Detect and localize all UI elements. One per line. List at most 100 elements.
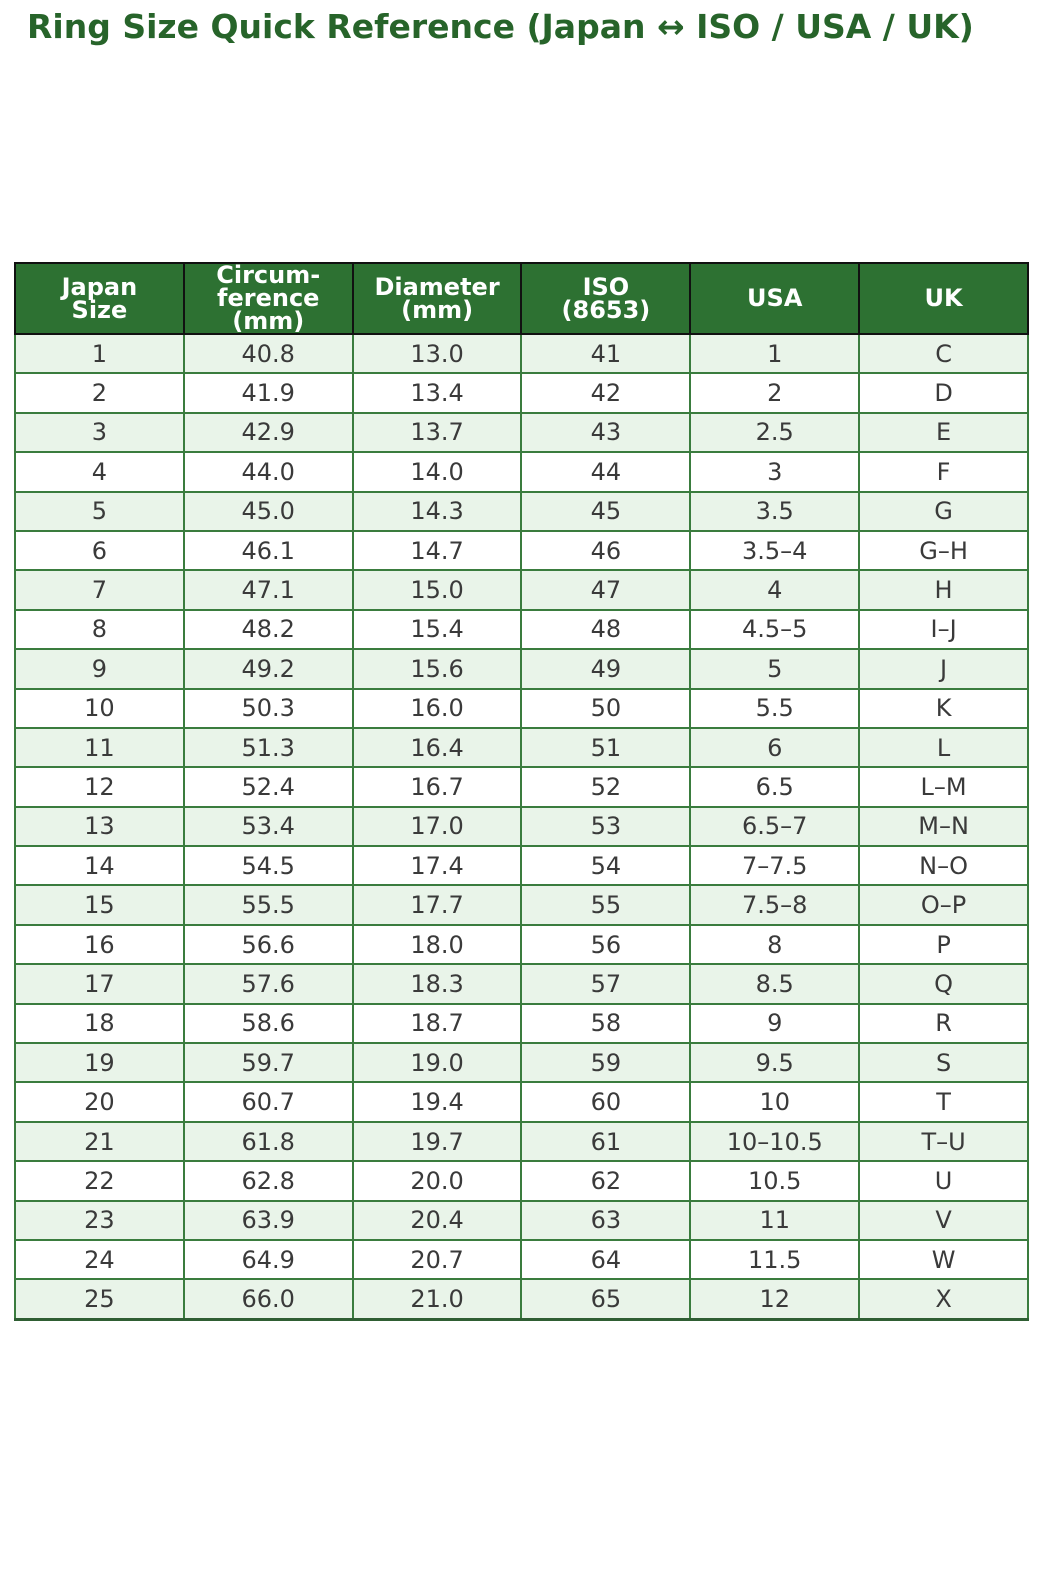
table-cell: 49.2 — [182, 648, 354, 690]
table-cell: 6.5 — [689, 766, 861, 808]
table-cell: 65 — [520, 1278, 692, 1321]
column-header: Circum- ference (mm) — [182, 262, 354, 335]
table-cell: T–U — [858, 1120, 1029, 1163]
table-cell: 6 — [14, 529, 185, 572]
table-cell: 63.9 — [182, 1199, 354, 1241]
table-row: 3 42.9 13.7 43 2.5 E — [14, 411, 1029, 454]
table-cell: E — [858, 411, 1029, 454]
table-cell: 51.3 — [182, 726, 354, 769]
table-cell: 23 — [14, 1199, 185, 1241]
table-cell: 46.1 — [182, 529, 354, 572]
table-row: 7 47.1 15.0 47 4 H — [14, 569, 1029, 611]
ring-size-conversion-table: Japan Size Circum- ference (mm) Diameter (… — [14, 262, 1029, 1321]
table-cell: 11.5 — [689, 1238, 861, 1281]
table-row: 19 59.7 19.0 59 9.5 S — [14, 1042, 1029, 1084]
table-cell: 48 — [520, 608, 692, 651]
table-cell: 8.5 — [689, 963, 861, 1005]
table-cell: 14.0 — [351, 451, 523, 493]
table-cell: 19.0 — [351, 1042, 523, 1084]
table-cell: 1 — [689, 332, 861, 375]
table-row: 17 57.6 18.3 57 8.5 Q — [14, 963, 1029, 1005]
table-cell: 15.6 — [351, 648, 523, 690]
table-cell: 55.5 — [182, 884, 354, 926]
table-row: 20 60.7 19.4 60 10 T — [14, 1081, 1029, 1123]
table-cell: 59 — [520, 1042, 692, 1084]
table-cell: 9.5 — [689, 1042, 861, 1084]
table-cell: 17.4 — [351, 845, 523, 887]
table-cell: 14 — [14, 845, 185, 887]
table-cell: 16 — [14, 923, 185, 966]
table-cell: 25 — [14, 1278, 185, 1321]
table-cell: S — [858, 1042, 1029, 1084]
table-cell: 10 — [689, 1081, 861, 1123]
table-row: 23 63.9 20.4 63 11 V — [14, 1199, 1029, 1241]
table-cell: 7–7.5 — [689, 845, 861, 887]
table-cell: 5 — [689, 648, 861, 690]
table-row: 9 49.2 15.6 49 5 J — [14, 648, 1029, 690]
table-cell: 50 — [520, 687, 692, 729]
table-cell: 13.4 — [351, 372, 523, 414]
table-row: 18 58.6 18.7 58 9 R — [14, 1002, 1029, 1045]
table-cell: 22 — [14, 1160, 185, 1202]
table-cell: 15.4 — [351, 608, 523, 651]
table-cell: 63 — [520, 1199, 692, 1241]
table-cell: I–J — [858, 608, 1029, 651]
table-cell: J — [858, 648, 1029, 690]
column-header: Japan Size — [14, 262, 185, 335]
table-cell: 50.3 — [182, 687, 354, 729]
table-row: 2 41.9 13.4 42 2 D — [14, 372, 1029, 414]
table-cell: L–M — [858, 766, 1029, 808]
table-cell: 20.7 — [351, 1238, 523, 1281]
table-cell: 12 — [14, 766, 185, 808]
table-cell: 15.0 — [351, 569, 523, 611]
table-cell: 61 — [520, 1120, 692, 1163]
table-cell: 52 — [520, 766, 692, 808]
table-cell: Q — [858, 963, 1029, 1005]
table-cell: 42 — [520, 372, 692, 414]
table-cell: 17.7 — [351, 884, 523, 926]
table-cell: 5.5 — [689, 687, 861, 729]
table-cell: 53.4 — [182, 805, 354, 848]
table-cell: 41 — [520, 332, 692, 375]
table-cell: 10–10.5 — [689, 1120, 861, 1163]
table-cell: U — [858, 1160, 1029, 1202]
table-row: 10 50.3 16.0 50 5.5 K — [14, 687, 1029, 729]
table-cell: R — [858, 1002, 1029, 1045]
table-cell: 16.0 — [351, 687, 523, 729]
table-cell: 10 — [14, 687, 185, 729]
table-cell: 14.3 — [351, 490, 523, 532]
table-cell: 19.4 — [351, 1081, 523, 1123]
table-cell: 21 — [14, 1120, 185, 1163]
table-cell: 18.7 — [351, 1002, 523, 1045]
table-cell: 9 — [689, 1002, 861, 1045]
table-row: 22 62.8 20.0 62 10.5 U — [14, 1160, 1029, 1202]
table-cell: 47.1 — [182, 569, 354, 611]
table-cell: 64 — [520, 1238, 692, 1281]
table-cell: 18.0 — [351, 923, 523, 966]
table-cell: 49 — [520, 648, 692, 690]
table-cell: 19.7 — [351, 1120, 523, 1163]
table-cell: 44 — [520, 451, 692, 493]
table-cell: 13 — [14, 805, 185, 848]
table-cell: 14.7 — [351, 529, 523, 572]
table-cell: 62.8 — [182, 1160, 354, 1202]
table-cell: C — [858, 332, 1029, 375]
table-cell: 54 — [520, 845, 692, 887]
table-cell: 3.5–4 — [689, 529, 861, 572]
table-cell: 6 — [689, 726, 861, 769]
table-cell: 20.0 — [351, 1160, 523, 1202]
table-cell: 2 — [14, 372, 185, 414]
page-title: Ring Size Quick Reference (Japan ↔ ISO /… — [27, 7, 974, 46]
table-cell: 51 — [520, 726, 692, 769]
table-cell: 62 — [520, 1160, 692, 1202]
table-cell: 16.7 — [351, 766, 523, 808]
table-cell: 4.5–5 — [689, 608, 861, 651]
table-cell: 7.5–8 — [689, 884, 861, 926]
table-row: 25 66.0 21.0 65 12 X — [14, 1278, 1029, 1321]
table-row: 12 52.4 16.7 52 6.5 L–M — [14, 766, 1029, 808]
table-row: 13 53.4 17.0 53 6.5–7 M–N — [14, 805, 1029, 848]
table-cell: G — [858, 490, 1029, 532]
table-cell: 10.5 — [689, 1160, 861, 1202]
table-cell: 5 — [14, 490, 185, 532]
table-cell: 11 — [14, 726, 185, 769]
